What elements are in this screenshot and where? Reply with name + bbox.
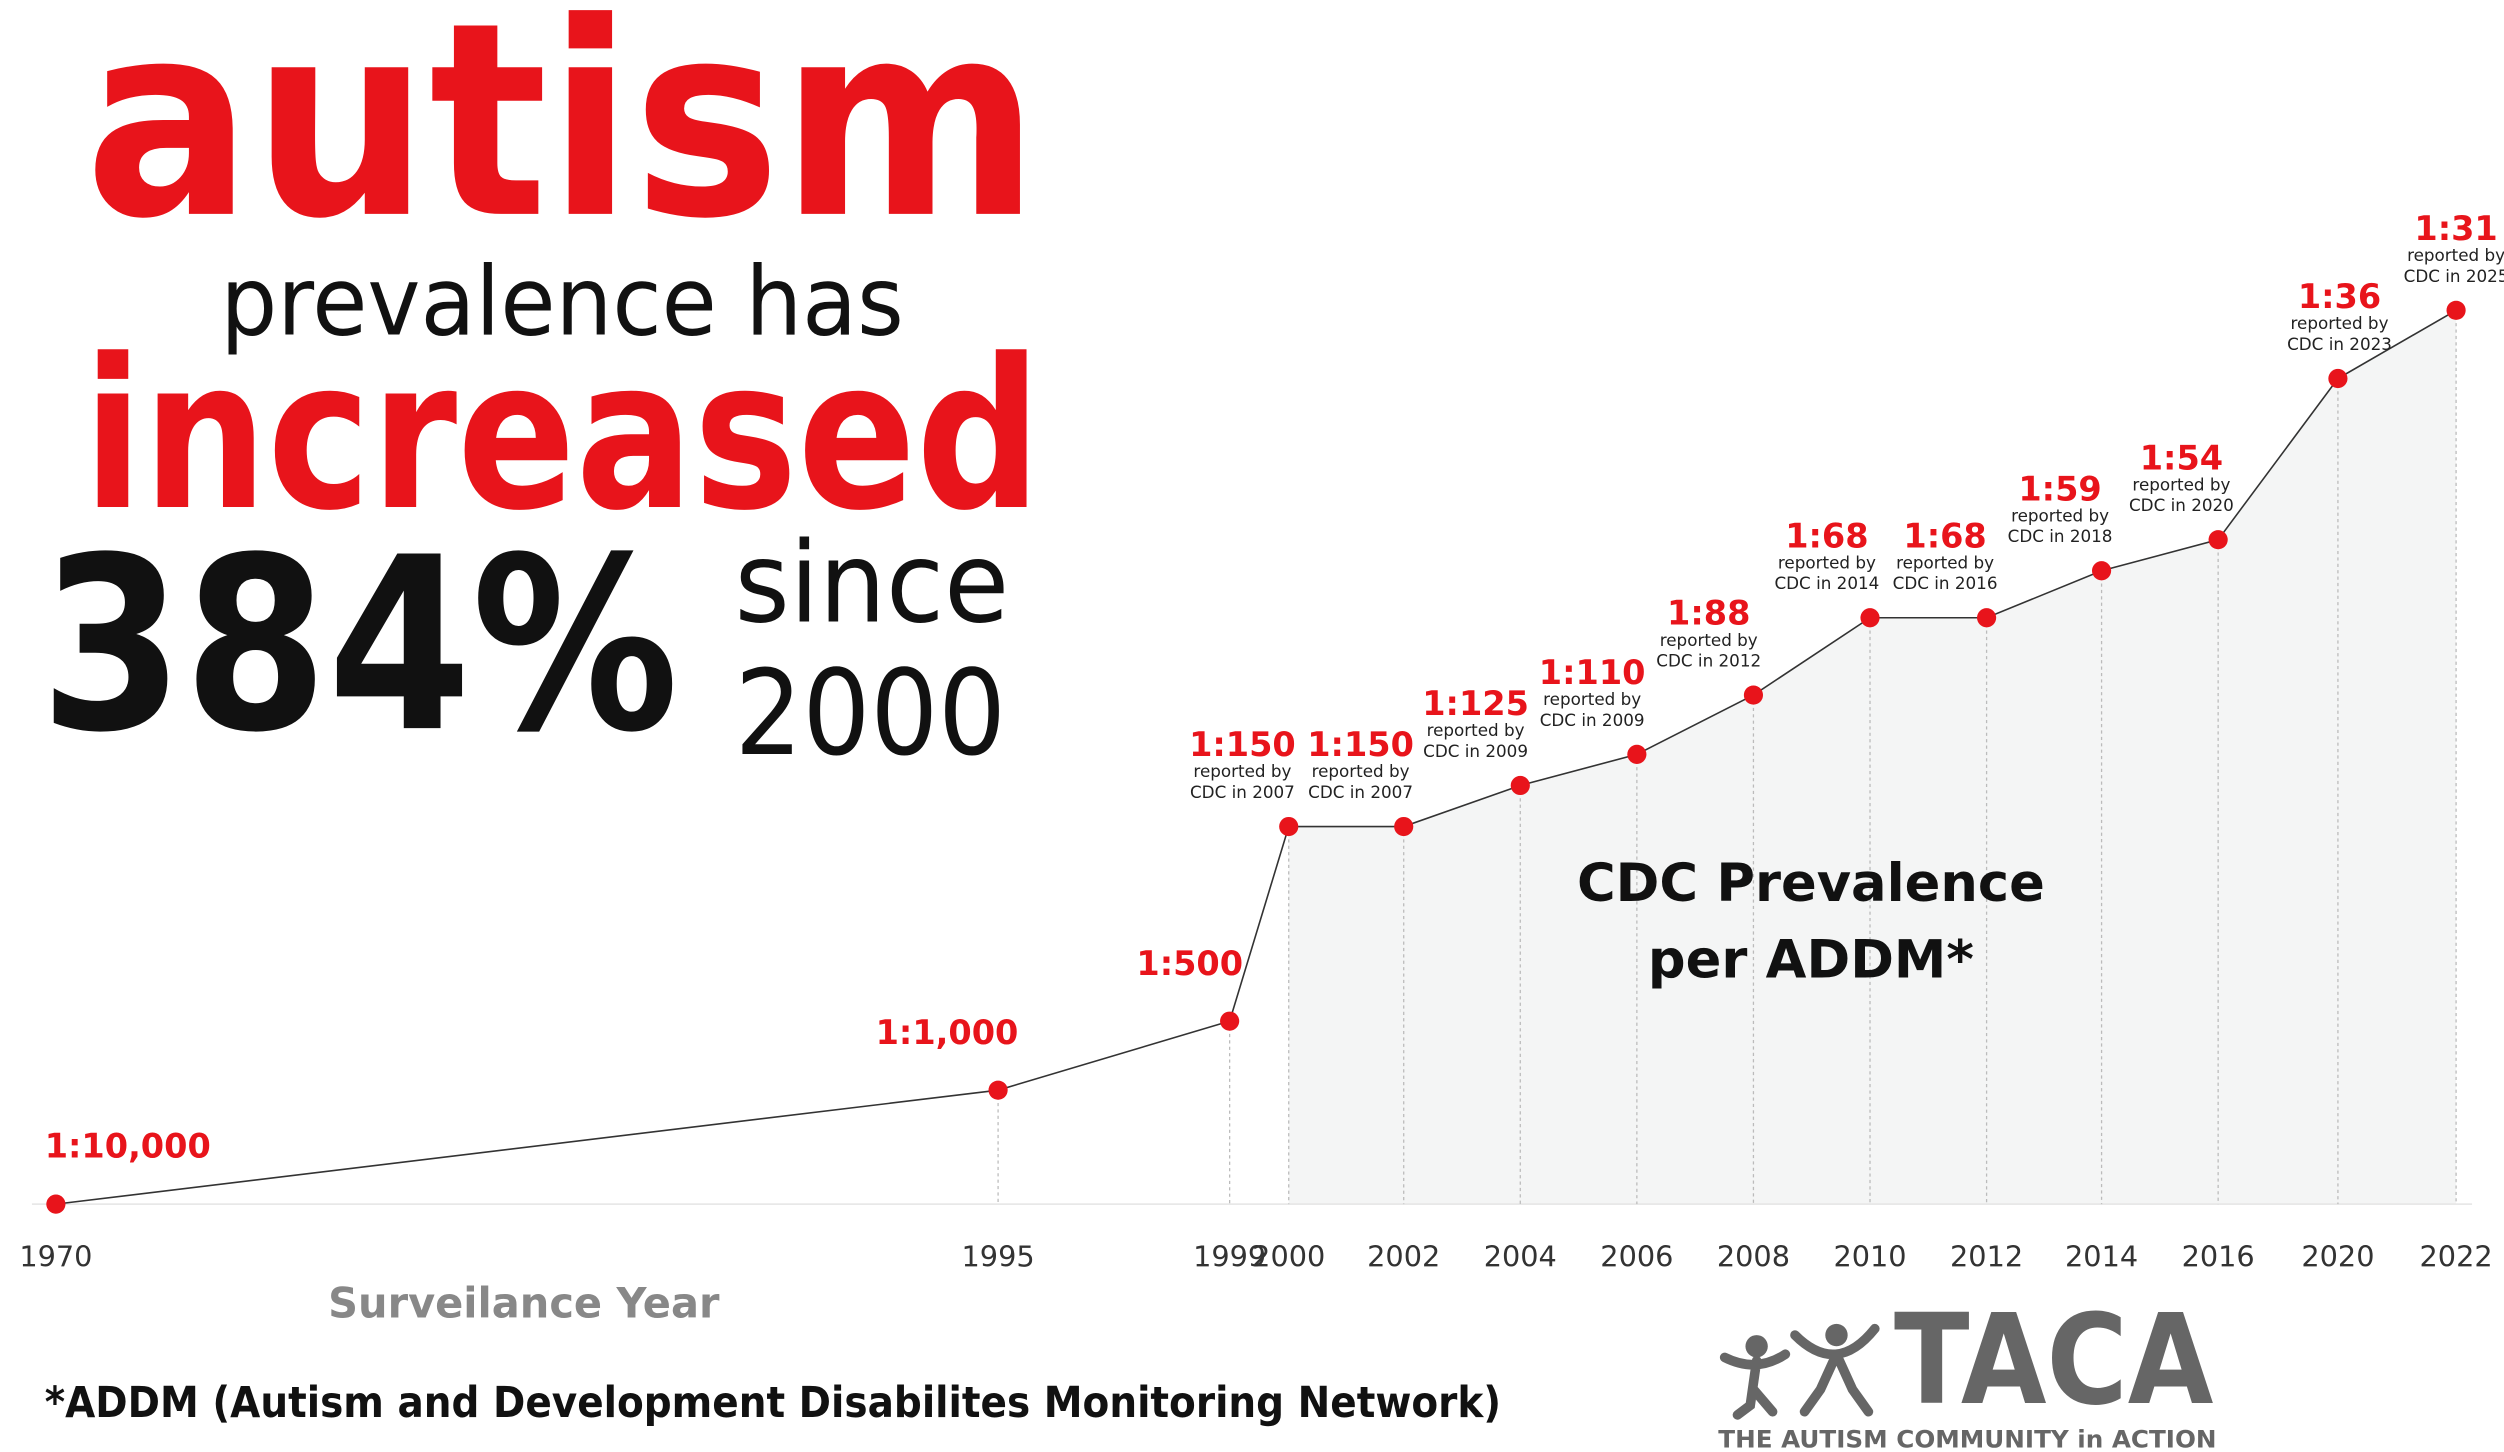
data-point xyxy=(2446,300,2466,320)
x-tick-label: 2022 xyxy=(2420,1239,2493,1273)
headline-word: autism xyxy=(85,0,1040,278)
annotation: CDC Prevalence xyxy=(1577,853,2045,914)
source-prefix: reported by xyxy=(1312,761,1410,781)
source-label: CDC in 2007 xyxy=(1308,782,1413,802)
value-label: 1:88 xyxy=(1667,594,1750,633)
x-tick-label: 2004 xyxy=(1484,1239,1557,1273)
x-axis-label: Surveilance Year xyxy=(328,1278,720,1327)
headline-text: prevalence has xyxy=(220,246,903,358)
data-point xyxy=(1627,744,1647,764)
data-point xyxy=(2328,368,2348,389)
source-prefix: reported by xyxy=(1660,630,1758,650)
source-label: CDC in 2014 xyxy=(1774,573,1879,593)
source-label: CDC in 2012 xyxy=(1656,651,1761,671)
area-shade xyxy=(1288,310,2457,1205)
x-tick-label: 2000 xyxy=(1252,1239,1325,1273)
footnote: *ADDM (Autism and Development Disabilite… xyxy=(45,1378,1501,1428)
source-label: CDC in 2025 xyxy=(2404,266,2504,286)
data-point xyxy=(1279,816,1299,837)
source-prefix: reported by xyxy=(1543,689,1641,709)
value-label: 1:68 xyxy=(1903,516,1986,555)
data-point xyxy=(988,1080,1008,1100)
logo-name: TACA xyxy=(1894,1288,2213,1433)
logo: TACA THE AUTISM COMMUNITY in ACTION xyxy=(1718,1288,2216,1452)
x-tick-label: 2020 xyxy=(2301,1239,2374,1273)
value-label: 1:1,000 xyxy=(876,1013,1019,1052)
x-tick-label: 2014 xyxy=(2065,1239,2138,1273)
data-point xyxy=(1743,685,1764,705)
data-point xyxy=(2208,530,2228,550)
x-tick-label: 2006 xyxy=(1600,1239,1673,1273)
x-tick-label: 2010 xyxy=(1833,1239,1906,1273)
value-label: 1:10,000 xyxy=(45,1127,211,1166)
source-label: CDC in 2020 xyxy=(2129,495,2234,515)
value-label: 1:125 xyxy=(1422,684,1529,723)
value-label: 1:68 xyxy=(1785,516,1868,555)
source-label: CDC in 2016 xyxy=(1893,573,1998,593)
value-label: 1:59 xyxy=(2018,469,2101,508)
data-point xyxy=(1220,1011,1240,1031)
value-label: 1:150 xyxy=(1307,725,1414,764)
source-label: CDC in 2009 xyxy=(1540,710,1645,730)
value-label: 1:150 xyxy=(1189,725,1296,764)
source-label: CDC in 2023 xyxy=(2287,334,2392,354)
source-label: CDC in 2007 xyxy=(1190,782,1295,802)
source-prefix: reported by xyxy=(2407,245,2504,265)
source-prefix: reported by xyxy=(1193,761,1291,781)
headline-text: since xyxy=(735,519,1010,649)
data-point xyxy=(1860,608,1880,628)
source-prefix: reported by xyxy=(2132,474,2230,494)
headline-word: increased xyxy=(83,314,1041,556)
source-label: CDC in 2009 xyxy=(1423,741,1528,761)
value-label: 1:110 xyxy=(1539,653,1646,692)
logo-icon xyxy=(1719,1349,1791,1420)
source-prefix: reported by xyxy=(2291,313,2389,333)
source-prefix: reported by xyxy=(1427,720,1525,740)
trend-line xyxy=(55,309,2457,1205)
logo-icon xyxy=(1825,1323,1848,1347)
annotation: per ADDM* xyxy=(1648,930,1974,991)
headline-figure: 384% xyxy=(40,507,679,785)
data-point xyxy=(46,1194,66,1214)
source-prefix: reported by xyxy=(1778,552,1876,572)
logo-tagline: THE AUTISM COMMUNITY in ACTION xyxy=(1718,1425,2216,1452)
x-tick-label: 2008 xyxy=(1717,1239,1790,1273)
value-label: 1:54 xyxy=(2140,438,2223,477)
x-tick-label: 2012 xyxy=(1950,1239,2023,1273)
data-point xyxy=(2091,561,2112,581)
source-label: CDC in 2018 xyxy=(2008,526,2113,546)
x-tick-label: 2016 xyxy=(2182,1239,2255,1273)
x-tick-label: 2002 xyxy=(1367,1239,1440,1273)
value-label: 1:31 xyxy=(2414,209,2497,248)
source-prefix: reported by xyxy=(2011,505,2109,525)
data-point xyxy=(1977,608,1997,628)
x-tick-label: 1970 xyxy=(19,1239,92,1273)
logo-icon xyxy=(1745,1335,1768,1358)
value-label: 1:500 xyxy=(1136,944,1243,983)
x-tick-label: 1995 xyxy=(962,1239,1035,1273)
headline-text: 2000 xyxy=(735,644,1006,782)
data-point xyxy=(1394,816,1414,837)
chart: 1970 1:10,000 1995 1:1,000 1999 1:500 2000 1:15… xyxy=(19,209,2504,1273)
x-tick-label: 1999 xyxy=(1193,1239,1266,1273)
logo-icon xyxy=(1790,1323,1880,1417)
data-point xyxy=(1510,775,1530,796)
source-prefix: reported by xyxy=(1896,552,1994,572)
value-label: 1:36 xyxy=(2298,277,2381,316)
